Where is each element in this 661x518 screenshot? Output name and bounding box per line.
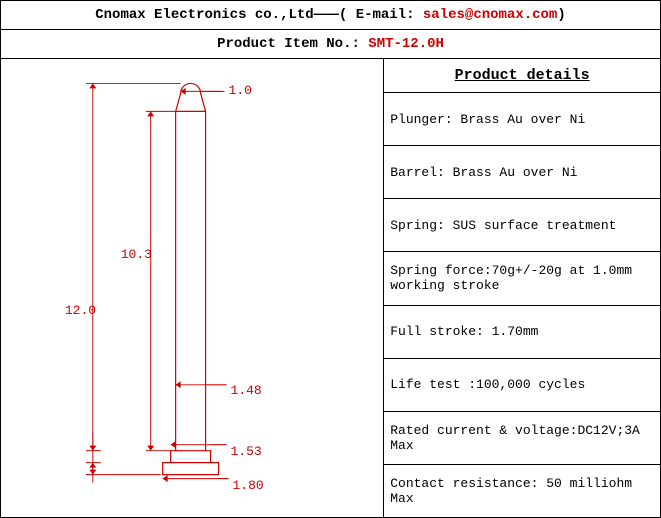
- dimension-label: 1.53: [231, 444, 262, 459]
- dimension-label: 1.48: [231, 383, 262, 398]
- company-email: sales@cnomax.com: [423, 7, 557, 23]
- item-row: Product Item No.: SMT-12.0H: [1, 30, 660, 59]
- datasheet: Cnomax Electronics co.,Ltd———( E-mail: s…: [0, 0, 661, 518]
- tech-drawing: [1, 59, 383, 517]
- detail-row: Barrel: Brass Au over Ni: [384, 146, 660, 199]
- detail-row: Rated current & voltage:DC12V;3A Max: [384, 412, 660, 465]
- detail-row: Contact resistance: 50 milliohm Max: [384, 465, 660, 517]
- detail-row: Spring force:70g+/-20g at 1.0mm working …: [384, 252, 660, 305]
- item-number: SMT-12.0H: [368, 36, 444, 52]
- dimension-label: 10.3: [121, 247, 152, 262]
- detail-row: Full stroke: 1.70mm: [384, 306, 660, 359]
- details-cell: Product details Plunger: Brass Au over N…: [384, 59, 660, 517]
- details-title: Product details: [384, 59, 660, 93]
- drawing-cell: 1.0 10.3 12.0 1.48 1.53 1.80: [1, 59, 384, 517]
- dimension-label: 12.0: [65, 303, 96, 318]
- detail-row: Life test :100,000 cycles: [384, 359, 660, 412]
- detail-row: Plunger: Brass Au over Ni: [384, 93, 660, 146]
- company-name: Cnomax Electronics co.,Ltd———( E-mail:: [95, 7, 423, 23]
- item-label: Product Item No.:: [217, 36, 368, 52]
- dimension-label: 1.80: [233, 478, 264, 493]
- company-header: Cnomax Electronics co.,Ltd———( E-mail: s…: [1, 1, 660, 30]
- detail-row: Spring: SUS surface treatment: [384, 199, 660, 252]
- dimension-label: 1.0: [229, 83, 252, 98]
- company-close: ): [557, 7, 565, 23]
- main-row: 1.0 10.3 12.0 1.48 1.53 1.80 Product details …: [1, 59, 660, 517]
